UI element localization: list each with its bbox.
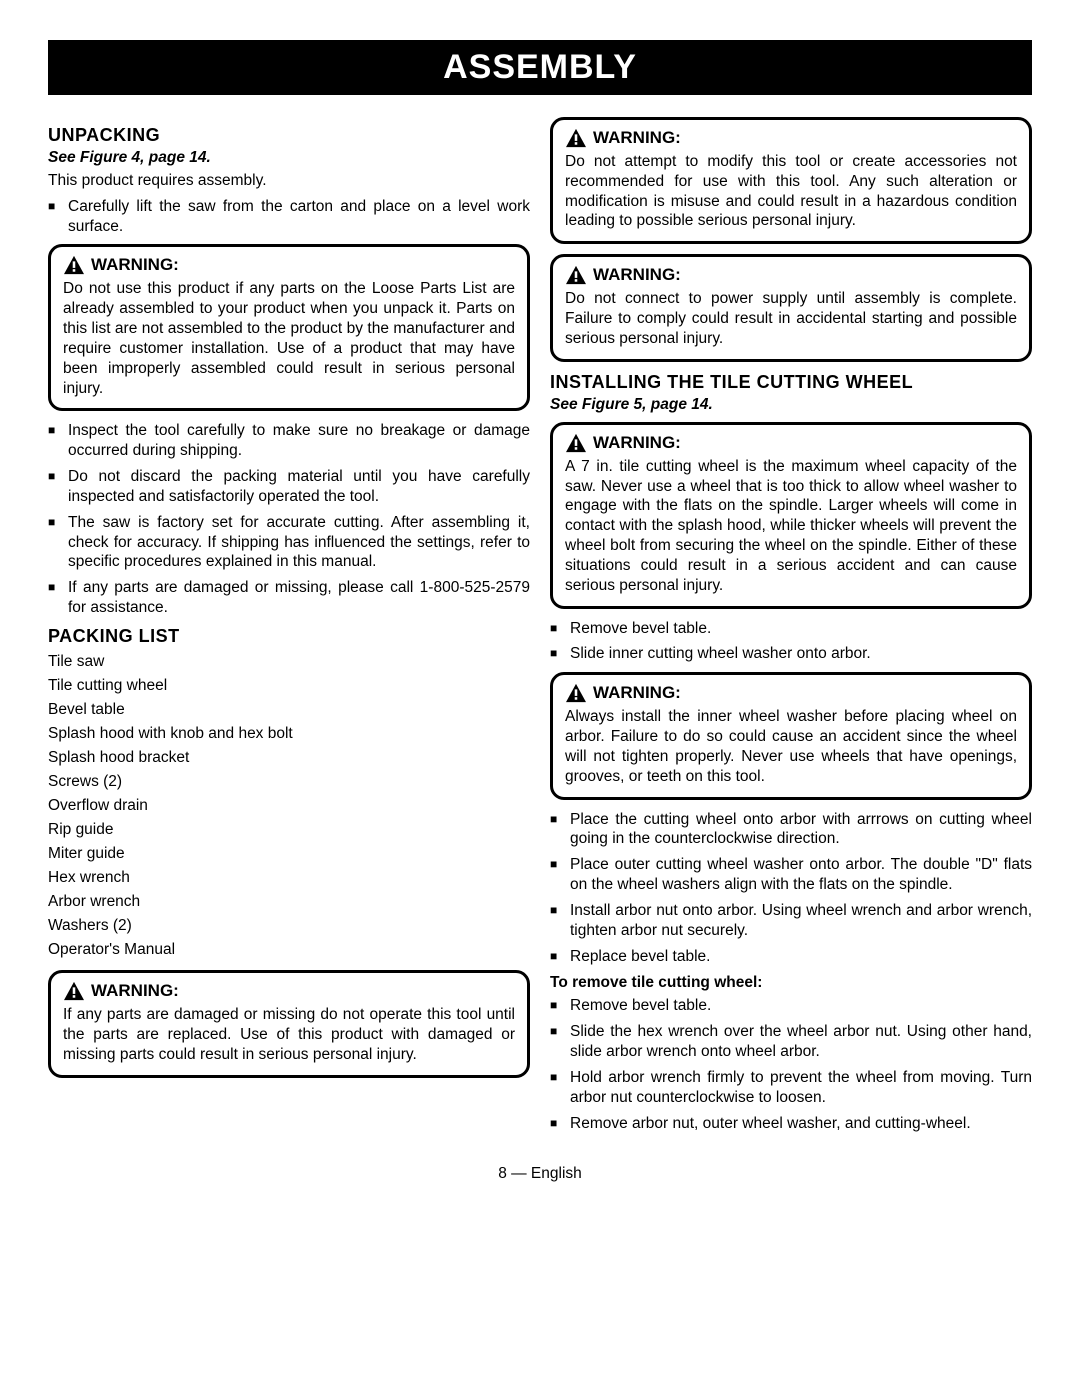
warning-box-loose-parts: WARNING: Do not use this product if any … [48,244,530,411]
packing-item: Rip guide [48,818,530,842]
warning-icon [565,128,587,148]
warning-title: WARNING: [593,265,681,285]
warning-icon [63,255,85,275]
list-item: Place the cutting wheel onto arbor with … [550,810,1032,850]
packing-item: Hex wrench [48,866,530,890]
list-item: Replace bevel table. [550,947,1032,967]
list-item: Do not discard the packing material unti… [48,467,530,507]
packing-item: Splash hood with knob and hex bolt [48,722,530,746]
list-item: The saw is factory set for accurate cutt… [48,513,530,572]
warning-title: WARNING: [593,433,681,453]
warning-body: Do not attempt to modify this tool or cr… [565,152,1017,231]
packing-list: Tile saw Tile cutting wheel Bevel table … [48,650,530,962]
warning-body: Do not connect to power supply until ass… [565,289,1017,348]
install-wheel-figref: See Figure 5, page 14. [550,396,1032,414]
warning-body: Do not use this product if any parts on … [63,279,515,398]
warning-header: WARNING: [565,265,1017,285]
packing-item: Bevel table [48,698,530,722]
packing-item: Screws (2) [48,770,530,794]
warning-header: WARNING: [565,128,1017,148]
page-banner: ASSEMBLY [48,40,1032,95]
packing-item: Arbor wrench [48,890,530,914]
unpacking-heading: UNPACKING [48,125,530,146]
list-item: Place outer cutting wheel washer onto ar… [550,855,1032,895]
list-item: Carefully lift the saw from the carton a… [48,197,530,237]
warning-body: A 7 in. tile cutting wheel is the maximu… [565,457,1017,596]
packing-list-heading: PACKING LIST [48,626,530,647]
warning-title: WARNING: [91,255,179,275]
list-item: Install arbor nut onto arbor. Using whee… [550,901,1032,941]
list-item: Remove arbor nut, outer wheel washer, an… [550,1114,1032,1134]
warning-box-missing-parts: WARNING: If any parts are damaged or mis… [48,970,530,1077]
warning-icon [565,433,587,453]
list-item: Slide inner cutting wheel washer onto ar… [550,644,1032,664]
right-column: WARNING: Do not attempt to modify this t… [550,117,1032,1141]
install-bullets-a: Remove bevel table. Slide inner cutting … [550,619,1032,665]
warning-title: WARNING: [593,128,681,148]
warning-box-wheel-capacity: WARNING: A 7 in. tile cutting wheel is t… [550,422,1032,609]
list-item: Remove bevel table. [550,996,1032,1016]
remove-bullets: Remove bevel table. Slide the hex wrench… [550,996,1032,1133]
remove-wheel-heading: To remove tile cutting wheel: [550,974,1032,992]
packing-item: Operator's Manual [48,938,530,962]
warning-icon [63,981,85,1001]
packing-item: Tile saw [48,650,530,674]
warning-box-modify: WARNING: Do not attempt to modify this t… [550,117,1032,244]
unpacking-figref: See Figure 4, page 14. [48,149,530,167]
page-footer: 8 — English [48,1165,1032,1183]
unpacking-intro: This product requires assembly. [48,171,530,191]
packing-item: Overflow drain [48,794,530,818]
unpacking-bullet-list-1: Carefully lift the saw from the carton a… [48,197,530,237]
warning-body: If any parts are damaged or missing do n… [63,1005,515,1064]
left-column: UNPACKING See Figure 4, page 14. This pr… [48,117,530,1141]
warning-box-inner-washer: WARNING: Always install the inner wheel … [550,672,1032,799]
unpacking-bullet-list-2: Inspect the tool carefully to make sure … [48,421,530,617]
packing-item: Splash hood bracket [48,746,530,770]
list-item: Hold arbor wrench firmly to prevent the … [550,1068,1032,1108]
warning-icon [565,683,587,703]
warning-title: WARNING: [91,981,179,1001]
install-bullets-b: Place the cutting wheel onto arbor with … [550,810,1032,967]
warning-header: WARNING: [63,981,515,1001]
two-column-layout: UNPACKING See Figure 4, page 14. This pr… [48,117,1032,1141]
warning-icon [565,265,587,285]
warning-header: WARNING: [565,433,1017,453]
packing-item: Washers (2) [48,914,530,938]
warning-title: WARNING: [593,683,681,703]
list-item: If any parts are damaged or missing, ple… [48,578,530,618]
list-item: Remove bevel table. [550,619,1032,639]
list-item: Slide the hex wrench over the wheel arbo… [550,1022,1032,1062]
warning-box-power: WARNING: Do not connect to power supply … [550,254,1032,361]
packing-item: Tile cutting wheel [48,674,530,698]
install-wheel-heading: INSTALLING THE TILE CUTTING WHEEL [550,372,1032,393]
warning-header: WARNING: [565,683,1017,703]
warning-header: WARNING: [63,255,515,275]
list-item: Inspect the tool carefully to make sure … [48,421,530,461]
packing-item: Miter guide [48,842,530,866]
warning-body: Always install the inner wheel washer be… [565,707,1017,786]
